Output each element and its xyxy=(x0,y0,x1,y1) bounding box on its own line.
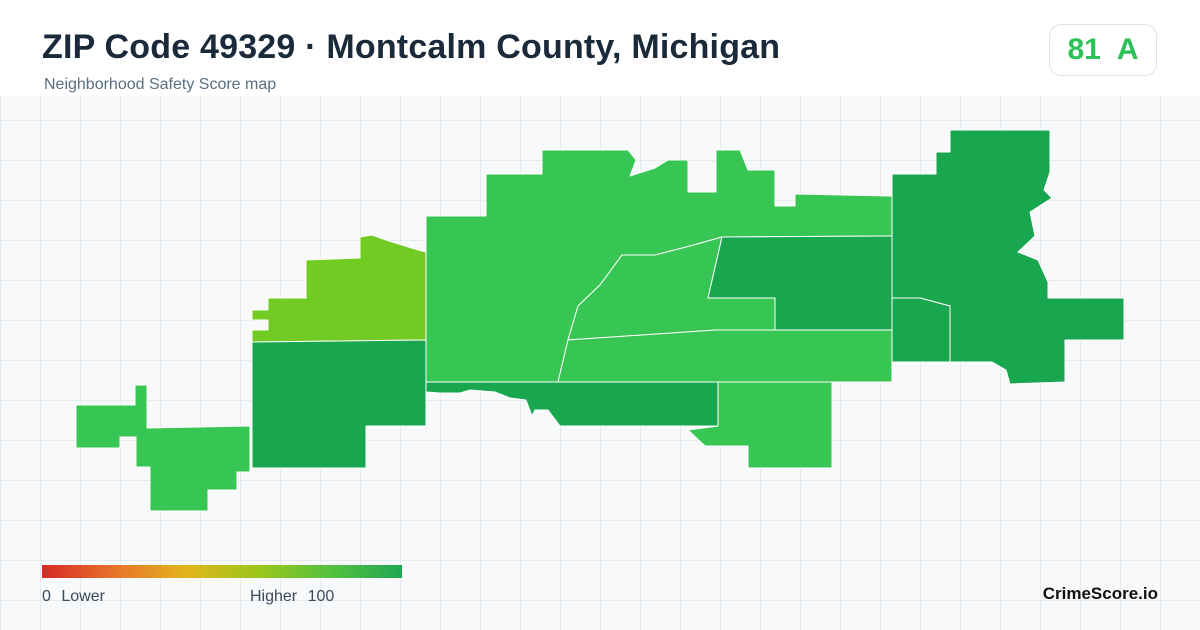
score-value: 81 xyxy=(1067,33,1101,66)
legend-min-value: 0 xyxy=(42,588,51,605)
legend-low-label: 0 Lower xyxy=(42,588,111,606)
header xyxy=(0,0,1200,96)
legend-max-value: 100 xyxy=(307,588,335,605)
legend-color-scale xyxy=(42,565,402,578)
map-region-west-central xyxy=(251,339,427,469)
score-grade: A xyxy=(1116,33,1139,66)
map-region-northwest xyxy=(251,234,427,343)
page-subtitle: Neighborhood Safety Score map xyxy=(44,76,277,93)
legend-high-label: Higher 100 xyxy=(250,588,340,606)
page-title: ZIP Code 49329 · Montcalm County, Michig… xyxy=(42,28,781,66)
map-region-west xyxy=(75,384,251,512)
brand-logo: CrimeScore.io xyxy=(1042,584,1158,603)
map-region-middle-band xyxy=(557,329,893,383)
safety-score-badge: 81 A xyxy=(1049,24,1157,76)
map-region-south xyxy=(425,381,719,427)
map-region-southeast xyxy=(687,381,833,469)
map-region-east-south xyxy=(891,297,951,363)
legend-max-text: Higher xyxy=(250,588,298,605)
legend-min-text: Lower xyxy=(61,588,105,605)
